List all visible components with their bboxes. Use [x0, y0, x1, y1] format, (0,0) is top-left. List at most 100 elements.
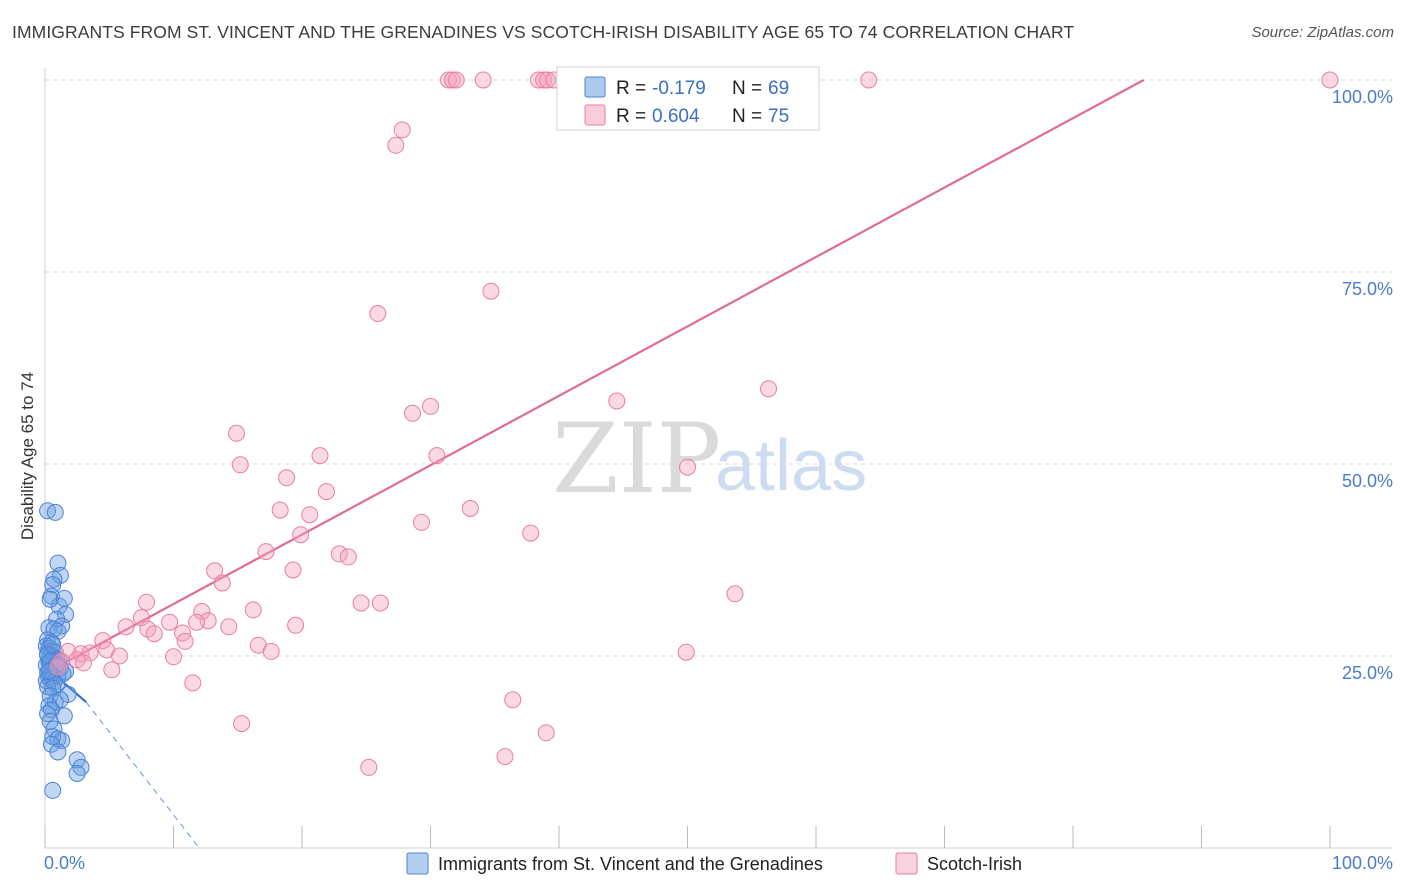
point-scotch-irish	[262, 642, 280, 660]
point-scotch-irish	[231, 456, 249, 474]
point-immigrants-st-vincent	[44, 781, 62, 799]
point-scotch-irish	[760, 380, 777, 398]
point-immigrants-st-vincent	[40, 662, 58, 680]
series-legend: Immigrants from St. Vincent and the Gren…	[406, 852, 1022, 875]
point-scotch-irish	[271, 501, 289, 519]
point-scotch-irish	[496, 748, 514, 766]
y-tick-label: 100.0%	[1332, 87, 1393, 107]
point-scotch-irish	[461, 500, 479, 517]
point-scotch-irish	[317, 483, 335, 501]
y-tick-labels: 25.0% 50.0% 75.0% 100.0%	[1332, 87, 1393, 683]
point-scotch-irish	[330, 545, 348, 563]
point-immigrants-st-vincent	[55, 707, 73, 725]
point-scotch-irish	[538, 71, 556, 89]
source-credit: Source: ZipAtlas.com	[1251, 24, 1394, 41]
y-tick-label: 50.0%	[1342, 471, 1393, 491]
legend-series-name: Immigrants from St. Vincent and the Gren…	[438, 854, 823, 874]
point-scotch-irish	[482, 282, 500, 300]
y-axis-label: Disability Age 65 to 74	[18, 372, 37, 540]
point-scotch-irish	[522, 524, 540, 542]
watermark-zip: ZIP	[552, 403, 721, 515]
point-scotch-irish	[352, 594, 370, 612]
point-scotch-irish	[244, 601, 262, 619]
legend-series-swatch-1	[895, 852, 918, 875]
point-scotch-irish	[284, 561, 302, 579]
legend-series-swatch-0	[406, 852, 429, 875]
legend-r-value: -0.179	[652, 78, 706, 99]
y-tick-label: 75.0%	[1342, 279, 1393, 299]
point-scotch-irish	[339, 548, 357, 566]
point-scotch-irish	[311, 447, 329, 465]
point-scotch-irish	[447, 71, 465, 89]
point-scotch-irish	[220, 618, 238, 636]
point-immigrants-st-vincent	[68, 765, 86, 782]
axes	[44, 68, 1393, 849]
grid-lines	[45, 79, 1393, 657]
point-scotch-irish	[257, 543, 275, 561]
series-points-1	[49, 71, 1339, 776]
point-immigrants-st-vincent	[45, 570, 63, 588]
point-scotch-irish	[49, 658, 67, 676]
point-scotch-irish	[111, 647, 128, 665]
point-scotch-irish	[371, 594, 389, 612]
point-immigrants-st-vincent	[68, 751, 86, 769]
legend-swatch-1	[584, 104, 606, 126]
point-scotch-irish	[165, 648, 182, 666]
point-scotch-irish	[428, 447, 446, 465]
point-scotch-irish	[176, 632, 194, 650]
point-scotch-irish	[387, 136, 405, 154]
point-scotch-irish	[94, 632, 112, 650]
point-immigrants-st-vincent	[41, 590, 59, 608]
point-scotch-irish	[287, 616, 305, 634]
y-tick-label: 25.0%	[1342, 663, 1393, 683]
legend-r-label: R =	[616, 78, 646, 99]
point-scotch-irish	[103, 661, 121, 679]
legend-n-value: 69	[768, 78, 789, 99]
legend-n-value: 75	[768, 106, 789, 127]
point-immigrants-st-vincent	[44, 636, 62, 653]
point-immigrants-st-vincent	[46, 503, 64, 521]
point-scotch-irish	[504, 691, 522, 709]
point-scotch-irish	[117, 618, 135, 636]
point-scotch-irish	[404, 404, 421, 422]
point-scotch-irish	[860, 71, 878, 89]
legend-r-label: R =	[616, 106, 646, 127]
chart-title: IMMIGRANTS FROM ST. VINCENT AND THE GREN…	[12, 22, 1075, 42]
x-tick-labels: 0.0% 100.0%	[44, 853, 1393, 873]
point-scotch-irish	[301, 506, 319, 524]
point-scotch-irish	[726, 585, 744, 603]
point-scotch-irish	[233, 715, 251, 733]
data-points	[37, 71, 1339, 799]
point-scotch-irish	[422, 397, 439, 415]
point-scotch-irish	[206, 562, 224, 580]
legend: R = -0.179 N = 69 R = 0.604 N = 75	[556, 66, 820, 131]
watermark-atlas: atlas	[715, 426, 867, 506]
watermark: ZIP atlas	[552, 403, 867, 515]
point-scotch-irish	[292, 526, 310, 544]
point-scotch-irish	[679, 458, 696, 476]
point-scotch-irish	[535, 71, 553, 89]
legend-series-name: Scotch-Irish	[927, 854, 1022, 874]
trend-line-scotch-irish	[48, 79, 1145, 673]
point-scotch-irish	[537, 724, 555, 742]
legend-n-label: N =	[732, 78, 762, 99]
point-scotch-irish	[360, 758, 378, 776]
point-scotch-irish	[677, 643, 695, 661]
point-scotch-irish	[369, 305, 387, 322]
point-scotch-irish	[228, 424, 245, 442]
point-immigrants-st-vincent	[55, 589, 73, 607]
point-scotch-irish	[608, 392, 626, 410]
trend-line-immigrants-extension	[85, 701, 200, 849]
point-scotch-irish	[443, 71, 461, 89]
legend-swatch-0	[584, 76, 606, 98]
x-tick-label: 100.0%	[1332, 853, 1393, 873]
point-scotch-irish	[1321, 71, 1339, 89]
point-scotch-irish	[393, 121, 411, 139]
point-scotch-irish	[184, 674, 202, 692]
point-scotch-irish	[138, 593, 155, 611]
point-scotch-irish	[145, 625, 163, 643]
point-scotch-irish	[413, 513, 430, 531]
point-scotch-irish	[193, 603, 211, 620]
point-scotch-irish	[161, 613, 179, 631]
